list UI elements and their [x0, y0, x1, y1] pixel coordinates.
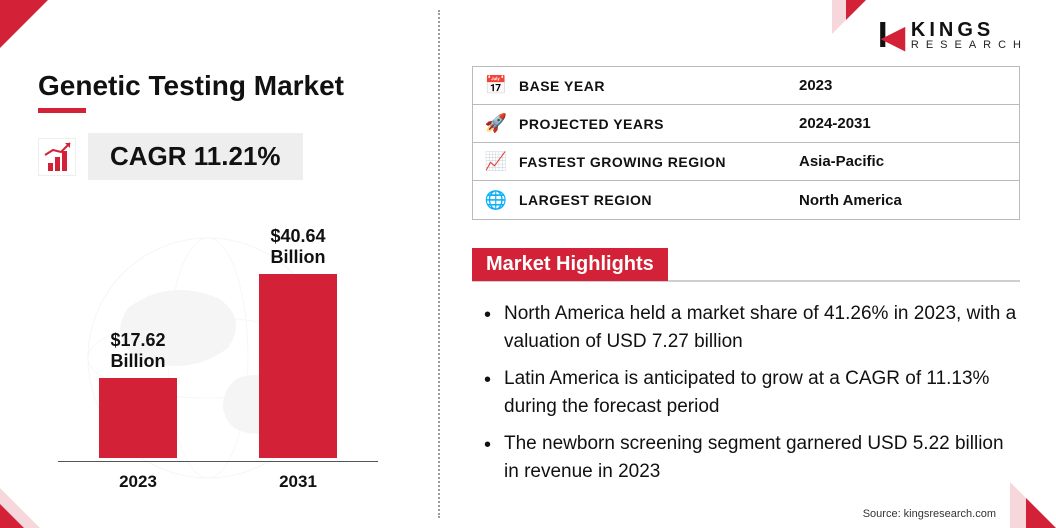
page-title: Genetic Testing Market: [38, 70, 418, 102]
logo-mark-icon: I◀: [878, 14, 905, 56]
cagr-row: CAGR 11.21%: [38, 133, 418, 180]
chart-bar: $40.64Billion: [259, 274, 337, 458]
info-value: North America: [799, 192, 1019, 209]
info-row: 📈FASTEST GROWING REGIONAsia-Pacific: [473, 143, 1019, 181]
corner-accent-bottom-left-dark: [0, 504, 24, 528]
highlight-item: Latin America is anticipated to grow at …: [478, 365, 1020, 422]
growth-bars-icon: [38, 138, 76, 176]
bar-value-label: $17.62Billion: [68, 330, 208, 372]
cagr-label: CAGR 11.21%: [110, 141, 281, 171]
info-table: 📅BASE YEAR2023🚀PROJECTED YEARS2024-2031📈…: [472, 66, 1020, 220]
highlight-item: North America held a market share of 41.…: [478, 300, 1020, 357]
logo-subtitle: RESEARCH: [911, 40, 1028, 51]
info-value: Asia-Pacific: [799, 153, 1019, 170]
chart-x-labels: 2023 2031: [58, 472, 378, 492]
globe-icon: 🌐: [473, 190, 519, 211]
bar-value-label: $40.64Billion: [228, 226, 368, 268]
info-value: 2024-2031: [799, 115, 1019, 132]
x-axis-label: 2031: [279, 472, 317, 492]
growth-icon: 📈: [473, 151, 519, 172]
cagr-box: CAGR 11.21%: [88, 133, 303, 180]
highlights-heading: Market Highlights: [472, 248, 1020, 282]
market-bar-chart: $17.62Billion $40.64Billion 2023 2031: [38, 198, 398, 498]
vertical-divider: [438, 10, 440, 518]
brand-logo: I◀ KINGS RESEARCH: [878, 14, 1028, 56]
info-label: PROJECTED YEARS: [519, 116, 799, 132]
info-label: FASTEST GROWING REGION: [519, 154, 799, 170]
corner-accent-top-left: [0, 0, 48, 48]
highlights-title: Market Highlights: [472, 248, 668, 281]
chart-bar: $17.62Billion: [99, 378, 177, 458]
corner-accent-bottom-right-dark: [1026, 498, 1056, 528]
highlights-list: North America held a market share of 41.…: [472, 300, 1020, 487]
info-label: LARGEST REGION: [519, 192, 799, 208]
corner-accent-top-right-dark: [846, 0, 866, 20]
info-row: 🌐LARGEST REGIONNorth America: [473, 181, 1019, 219]
calendar-icon: 📅: [473, 75, 519, 96]
rocket-icon: 🚀: [473, 113, 519, 134]
info-row: 🚀PROJECTED YEARS2024-2031: [473, 105, 1019, 143]
title-underline: [38, 108, 86, 113]
logo-name: KINGS: [911, 20, 1028, 40]
info-value: 2023: [799, 77, 1019, 94]
chart-x-axis: [58, 461, 378, 462]
info-label: BASE YEAR: [519, 78, 799, 94]
info-row: 📅BASE YEAR2023: [473, 67, 1019, 105]
source-credit: Source: kingsresearch.com: [863, 508, 996, 520]
highlight-item: The newborn screening segment garnered U…: [478, 430, 1020, 487]
x-axis-label: 2023: [119, 472, 157, 492]
